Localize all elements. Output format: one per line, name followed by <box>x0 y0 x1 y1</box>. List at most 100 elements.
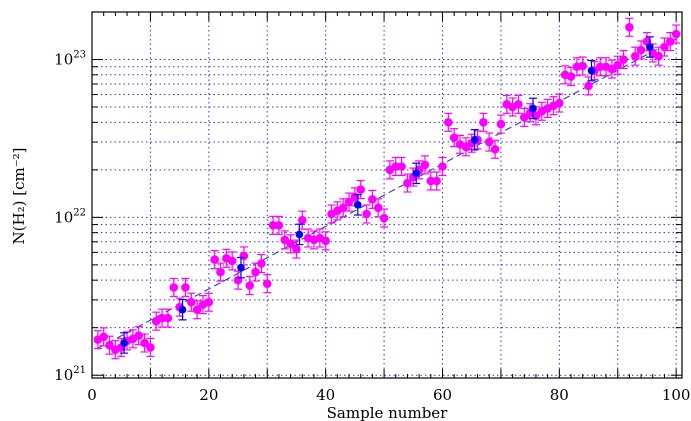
sample-point <box>251 262 260 282</box>
sample-point <box>187 292 196 312</box>
point-marker <box>216 267 225 277</box>
point-marker <box>420 160 430 170</box>
average-point <box>120 332 129 354</box>
sample-point <box>297 210 307 230</box>
sample-point <box>578 56 587 76</box>
point-marker <box>262 279 272 288</box>
sample-point <box>514 94 523 114</box>
point-marker <box>412 169 421 178</box>
point-marker <box>245 281 255 290</box>
point-marker <box>519 113 529 122</box>
point-marker <box>484 137 494 147</box>
sample-point <box>519 107 529 127</box>
point-marker <box>251 267 260 277</box>
sample-point <box>321 231 330 251</box>
point-marker <box>619 55 628 64</box>
point-marker <box>660 42 669 52</box>
average-point <box>295 223 304 246</box>
point-marker <box>134 331 144 340</box>
point-marker <box>227 256 237 266</box>
sample-point <box>146 337 155 357</box>
point-marker <box>654 51 663 61</box>
point-marker <box>584 81 593 91</box>
sample-point <box>227 251 237 271</box>
point-marker <box>403 178 412 188</box>
sample-point <box>572 57 582 77</box>
average-point <box>412 162 421 185</box>
sample-point <box>438 156 447 177</box>
sample-point <box>636 40 646 60</box>
point-marker <box>529 104 537 113</box>
sample-point <box>490 139 500 159</box>
point-marker <box>566 72 576 81</box>
y-tick-label: 1021 <box>54 365 86 384</box>
point-marker <box>531 111 541 121</box>
sample-point <box>257 253 266 274</box>
sample-point <box>671 24 681 44</box>
point-marker <box>555 98 564 108</box>
sample-point <box>420 155 430 175</box>
sample-point <box>286 234 295 254</box>
sample-point <box>344 192 354 212</box>
sample-point <box>403 173 412 193</box>
point-marker <box>444 118 453 127</box>
point-marker <box>470 136 479 144</box>
point-marker <box>625 22 634 32</box>
x-tick-label: 100 <box>662 386 691 404</box>
sample-point <box>105 335 114 355</box>
point-marker <box>490 144 500 154</box>
average-point <box>587 59 596 82</box>
sample-point <box>216 262 225 282</box>
sample-point <box>584 76 593 96</box>
point-marker <box>479 118 488 127</box>
point-marker <box>120 339 128 347</box>
point-marker <box>587 66 596 75</box>
sample-point <box>245 275 255 296</box>
point-marker <box>636 45 646 55</box>
sample-point <box>666 31 675 52</box>
point-marker <box>362 209 371 219</box>
sample-point <box>566 66 576 87</box>
plot-frame <box>91 11 683 379</box>
point-marker <box>379 213 389 223</box>
y-tick-label: 1023 <box>54 50 86 69</box>
point-marker <box>514 100 523 109</box>
sample-point <box>338 198 348 218</box>
point-marker <box>353 201 362 209</box>
point-marker <box>286 239 295 249</box>
sample-point <box>163 308 173 328</box>
point-marker <box>646 43 654 51</box>
sample-point <box>613 55 623 75</box>
point-marker <box>496 119 506 129</box>
sample-point <box>654 46 663 66</box>
sample-point <box>555 93 564 113</box>
sample-point <box>181 277 190 297</box>
point-marker <box>438 162 447 171</box>
sample-point <box>169 277 179 297</box>
sample-point <box>496 114 506 134</box>
point-marker <box>613 60 623 70</box>
sample-point <box>449 128 459 148</box>
point-marker <box>397 162 406 171</box>
x-tick-label: 60 <box>433 386 452 404</box>
point-marker <box>671 29 681 39</box>
point-marker <box>178 305 187 314</box>
x-tick-label: 80 <box>550 386 569 404</box>
point-marker <box>432 176 441 186</box>
ticks: 0 20 40 60 80 100 1021 1022 1023 <box>54 12 690 404</box>
point-marker <box>666 37 675 46</box>
y-tick-label: 1022 <box>54 207 86 226</box>
data-points <box>93 17 681 360</box>
sample-point <box>140 333 149 353</box>
average-point <box>178 298 187 321</box>
sample-point <box>625 17 634 37</box>
sample-point <box>204 292 214 312</box>
x-tick-label: 20 <box>199 386 218 404</box>
point-marker <box>169 283 179 292</box>
point-marker <box>356 185 366 194</box>
y-axis-title: N(H₂) [cm⁻²] <box>10 148 28 245</box>
sample-point <box>379 208 389 228</box>
average-point <box>236 256 245 279</box>
x-tick-label: 40 <box>316 386 335 404</box>
